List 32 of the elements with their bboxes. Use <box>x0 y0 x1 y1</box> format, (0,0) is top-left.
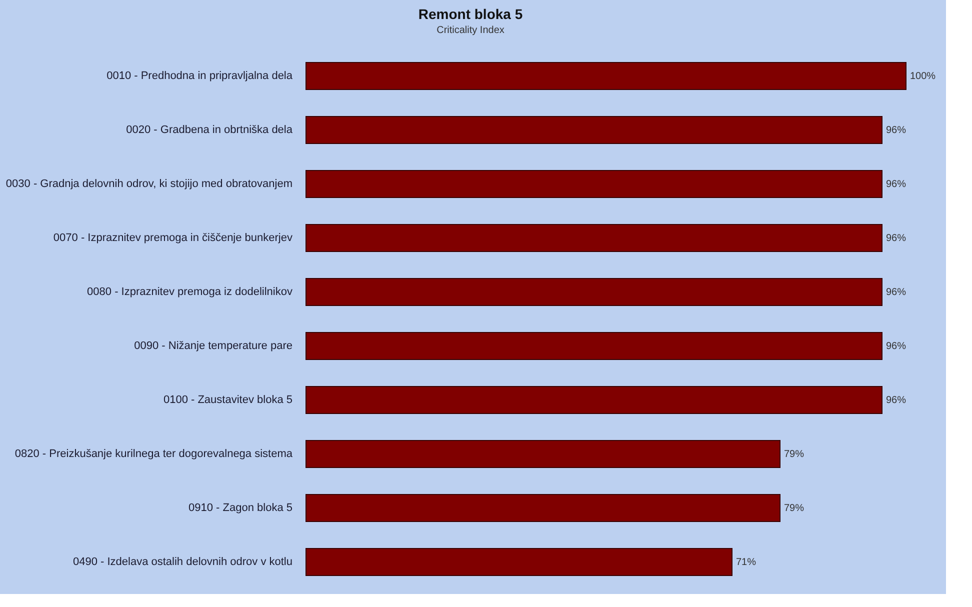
data-label: 96% <box>886 179 906 190</box>
bar <box>306 116 882 144</box>
data-label: 96% <box>886 287 906 298</box>
bar <box>306 386 882 414</box>
data-label: 71% <box>736 557 756 568</box>
bar <box>306 440 780 468</box>
bar <box>306 224 882 252</box>
bar <box>306 62 906 90</box>
y-tick-label: 0910 - Zagon bloka 5 <box>188 502 292 514</box>
data-label: 96% <box>886 395 906 406</box>
chart-subtitle: Criticality Index <box>436 25 504 36</box>
y-tick-label: 0090 - Nižanje temperature pare <box>134 340 292 352</box>
y-tick-label: 0010 - Predhodna in pripravljalna dela <box>106 70 294 82</box>
chart-title: Remont bloka 5 <box>418 6 523 22</box>
data-label: 79% <box>784 503 804 514</box>
bar <box>306 494 780 522</box>
data-label: 100% <box>910 71 936 82</box>
y-tick-label: 0030 - Gradnja delovnih odrov, ki stojijo med obratovanjem <box>6 178 292 190</box>
y-tick-label: 0080 - Izpraznitev premoga iz dodelilnikov <box>87 286 293 298</box>
y-tick-label: 0820 - Preizkušanje kurilnega ter dogorevalnega sistema <box>14 448 294 460</box>
data-label: 96% <box>886 341 906 352</box>
y-tick-label: 0020 - Gradbena in obrtniška dela <box>126 124 294 136</box>
y-tick-label: 0490 - Izdelava ostalih delovnih odrov v kotlu <box>72 556 292 568</box>
y-tick-label: 0100 - Zaustavitev bloka 5 <box>163 394 292 406</box>
bar <box>306 548 732 576</box>
bar <box>306 278 882 306</box>
data-label: 96% <box>886 125 906 136</box>
y-tick-label: 0070 - Izpraznitev premoga in čiščenje bunkerjev <box>53 232 293 244</box>
data-label: 79% <box>784 449 804 460</box>
bar <box>306 332 882 360</box>
bar <box>306 170 882 198</box>
data-label: 96% <box>886 233 906 244</box>
